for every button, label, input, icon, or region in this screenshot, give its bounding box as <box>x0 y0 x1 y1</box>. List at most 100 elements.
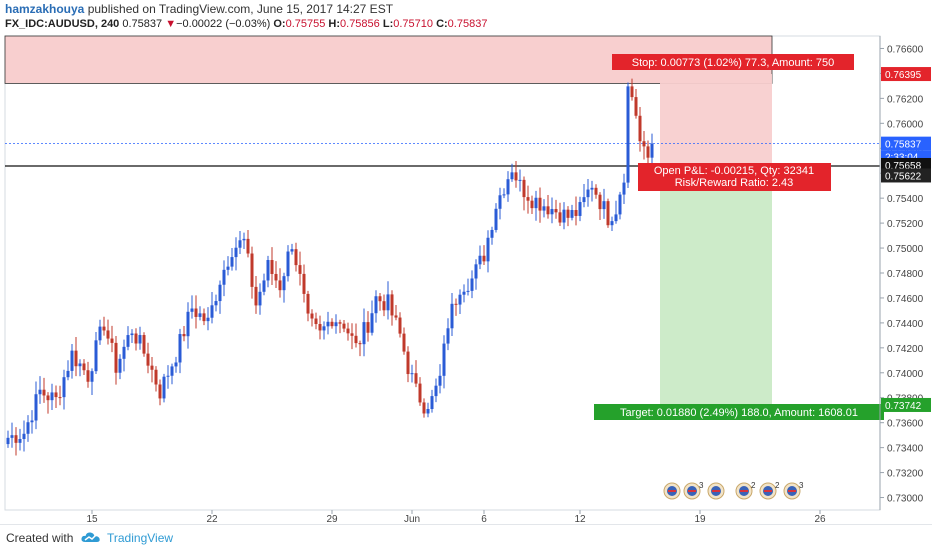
candle-body <box>210 305 214 318</box>
candle-body <box>10 435 14 438</box>
candle-body <box>130 333 134 336</box>
candle-body <box>90 371 94 382</box>
candle-body <box>26 422 30 434</box>
candle-body <box>230 257 234 267</box>
low-label: L: <box>382 18 394 30</box>
candle-body <box>186 311 190 337</box>
candle-body <box>638 115 642 142</box>
price-axis[interactable]: 0.766000.764000.762000.760000.758000.756… <box>879 36 924 510</box>
event-flag-icon[interactable]: 2 <box>759 481 780 500</box>
candle-body <box>534 197 538 209</box>
candle-body <box>170 366 174 376</box>
candle-body <box>418 383 422 403</box>
candle-body <box>110 338 114 343</box>
candle-body <box>98 326 102 341</box>
candle-body <box>154 369 158 385</box>
candle-body <box>298 265 302 274</box>
candle-body <box>342 323 346 329</box>
time-axis[interactable]: 15 22 29 Jun 6 12 19 26 <box>86 510 826 524</box>
price-tick-label: 0.73000 <box>887 494 924 505</box>
symbol-label[interactable]: FX_IDC:AUDUSD, 240 <box>5 18 120 30</box>
candle-body <box>546 206 550 215</box>
candle-body <box>118 358 122 373</box>
symbol-ohlc-bar: FX_IDC:AUDUSD, 240 0.75837 ▼−0.00022 (−0… <box>5 18 487 30</box>
candle-body <box>102 326 106 331</box>
current-price-tag: 0.75837 <box>881 136 931 151</box>
candle-body <box>46 395 50 401</box>
candle-body <box>446 328 450 344</box>
candle-body <box>578 202 582 216</box>
candle-body <box>134 333 138 344</box>
candle-body <box>202 313 206 322</box>
candle-body <box>406 351 410 375</box>
open-pnl-label[interactable]: Open P&L: -0.00215, Qty: 32341Risk/Rewar… <box>638 163 831 191</box>
price-tick-label: 0.75400 <box>887 194 924 205</box>
candle-body <box>78 363 82 367</box>
candle-body <box>22 433 26 440</box>
time-tick-label: 6 <box>481 514 487 524</box>
candle-body <box>386 294 390 311</box>
candle-body <box>294 249 298 266</box>
event-flag-icon[interactable]: 3 <box>683 481 704 500</box>
close-value: 0.75837 <box>447 18 488 30</box>
candle-body <box>182 334 186 337</box>
event-flag-icon[interactable] <box>663 482 681 500</box>
candle-body <box>530 200 534 209</box>
candle-body <box>490 229 494 238</box>
candle-body <box>562 209 566 223</box>
change-value: −0.00022 (−0.03%) <box>176 18 271 30</box>
candle-body <box>106 330 110 339</box>
target-label-text: Target: 0.01880 (2.49%) 188.0, Amount: 1… <box>620 407 858 419</box>
candle-body <box>450 303 454 329</box>
candle-body <box>498 195 502 209</box>
event-count-badge: 2 <box>775 481 780 490</box>
candle-body <box>278 280 282 291</box>
event-flag-icon[interactable]: 2 <box>735 481 756 500</box>
chart-header: hamzakhouya published on TradingView.com… <box>0 0 932 36</box>
candle-body <box>454 303 458 305</box>
event-flag-icon[interactable]: 3 <box>783 481 804 500</box>
candle-body <box>506 179 510 195</box>
candle-body <box>566 209 570 218</box>
candle-body <box>410 373 414 375</box>
candle-body <box>214 301 218 306</box>
candle-body <box>126 335 130 347</box>
candle-body <box>542 206 546 211</box>
candle-body <box>234 247 238 258</box>
event-flag-icon[interactable] <box>707 482 725 500</box>
candle-body <box>526 197 530 201</box>
support-price-tag-text: 0.75658 <box>885 161 922 172</box>
low-value: 0.75710 <box>393 18 433 30</box>
price-tick-label: 0.76200 <box>887 94 924 105</box>
tradingview-cloud-icon[interactable] <box>80 530 102 544</box>
candle-body <box>318 324 322 331</box>
candle-body <box>610 221 614 226</box>
candle-body <box>310 313 314 319</box>
candle-body <box>302 273 306 294</box>
entry-price-tag: 0.75622 <box>881 168 931 183</box>
candle-body <box>254 286 258 306</box>
economic-events[interactable]: 3 2 2 3 <box>663 481 804 500</box>
candle-body <box>438 375 442 386</box>
time-tick-label: 26 <box>814 514 826 524</box>
candle-body <box>30 420 34 423</box>
candle-body <box>550 208 554 215</box>
risk-zone[interactable] <box>660 74 772 171</box>
candle-body <box>426 408 430 414</box>
candle-body <box>414 373 418 384</box>
target-label[interactable]: Target: 0.01880 (2.49%) 188.0, Amount: 1… <box>594 404 884 420</box>
candle-body <box>6 437 10 445</box>
candle-body <box>514 172 518 181</box>
stop-label[interactable]: Stop: 0.00773 (1.02%) 77.3, Amount: 750 <box>612 54 854 70</box>
candle-body <box>54 392 58 398</box>
author-name[interactable]: hamzakhouya <box>5 2 85 16</box>
reward-zone[interactable] <box>660 170 772 405</box>
candle-body <box>350 333 354 336</box>
tradingview-brand[interactable]: TradingView <box>107 531 174 545</box>
candle-body <box>178 334 182 363</box>
candle-body <box>582 197 586 203</box>
candle-body <box>518 179 522 181</box>
candle-body <box>402 333 406 352</box>
price-chart[interactable]: Stop: 0.00773 (1.02%) 77.3, Amount: 750 O… <box>0 0 932 524</box>
time-tick-label: 22 <box>206 514 218 524</box>
